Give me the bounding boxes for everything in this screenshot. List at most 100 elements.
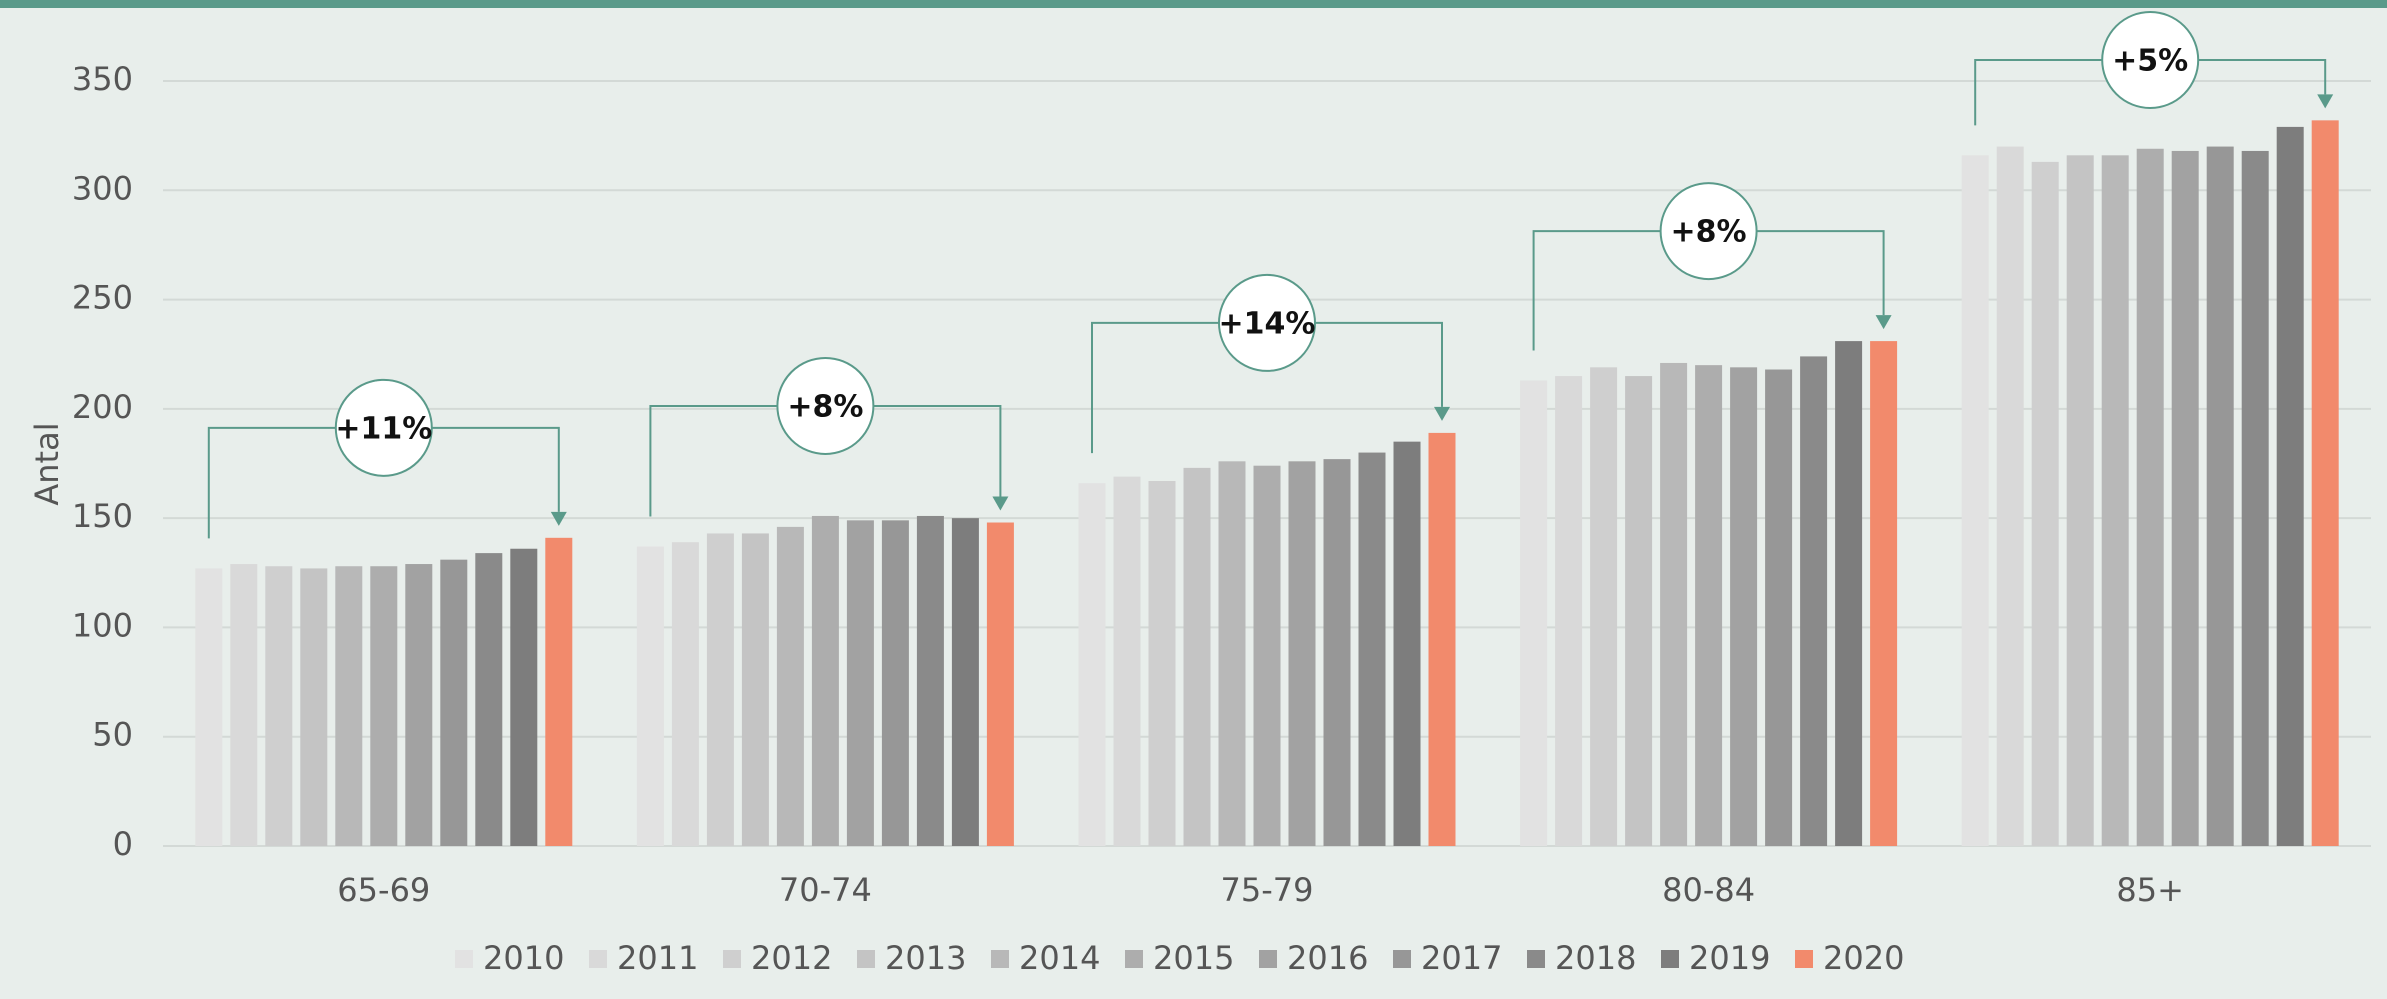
bar <box>230 564 258 846</box>
bar <box>2206 146 2234 847</box>
annotation-label: +8% <box>1671 215 1747 250</box>
bar <box>1730 367 1758 846</box>
legend-swatch <box>1393 950 1411 968</box>
y-tick-label: 100 <box>72 606 133 644</box>
bar <box>1358 452 1386 846</box>
legend-swatch <box>1795 950 1813 968</box>
annotation-circle <box>1218 273 1316 372</box>
y-tick-label: 300 <box>72 169 133 207</box>
bar <box>1961 155 1989 847</box>
bar <box>1428 432 1456 846</box>
bar <box>1800 356 1828 846</box>
bar <box>300 568 328 846</box>
bar <box>1183 467 1211 846</box>
bar <box>1288 461 1316 846</box>
x-tick-label: 80-84 <box>1662 871 1755 909</box>
bar <box>1218 461 1246 846</box>
legend-swatch <box>1259 950 1277 968</box>
bar <box>405 564 433 846</box>
legend-swatch <box>857 950 875 968</box>
bar <box>2241 150 2269 846</box>
bar <box>440 559 468 846</box>
bar <box>1393 441 1421 846</box>
bar <box>741 533 769 846</box>
bar <box>1996 146 2024 847</box>
bar <box>2276 126 2304 846</box>
y-tick-label: 350 <box>72 60 133 98</box>
y-axis-label: Antal <box>28 422 66 505</box>
annotation-circle <box>2101 11 2200 109</box>
bar <box>475 553 503 846</box>
y-tick-label: 50 <box>92 716 133 754</box>
legend-label: 2017 <box>1421 939 1502 977</box>
annotation-arrow <box>992 496 1009 511</box>
bar <box>1695 365 1723 846</box>
bar <box>1078 483 1106 846</box>
annotation-label: +14% <box>1219 306 1316 341</box>
bar <box>2031 161 2059 846</box>
bar <box>811 515 839 846</box>
bar <box>671 542 699 846</box>
bar <box>1148 480 1176 846</box>
bar <box>370 566 398 846</box>
annotation-circle <box>334 378 433 477</box>
y-tick-label: 0 <box>113 825 133 863</box>
bar <box>335 566 363 846</box>
annotation-arrow <box>1875 315 1892 330</box>
bar <box>1113 476 1141 846</box>
legend-label: 2019 <box>1689 939 1770 977</box>
annotation-label: +5% <box>2112 44 2188 79</box>
bar <box>1323 459 1351 846</box>
bar <box>2066 155 2094 847</box>
bar <box>1625 376 1653 846</box>
legend-label: 2014 <box>1019 939 1100 977</box>
x-tick-label: 85+ <box>2116 871 2184 909</box>
legend-label: 2011 <box>617 939 698 977</box>
bar <box>1520 380 1548 846</box>
legend-swatch <box>1527 950 1545 968</box>
legend-label: 2010 <box>483 939 564 977</box>
y-tick-label: 250 <box>72 279 133 317</box>
legend-label: 2015 <box>1153 939 1234 977</box>
bar <box>636 546 664 846</box>
annotation-label: +8% <box>787 389 863 424</box>
bar <box>195 568 223 846</box>
bar <box>545 537 573 846</box>
bar <box>951 518 979 846</box>
legend-label: 2013 <box>885 939 966 977</box>
x-tick-label: 70-74 <box>779 871 872 909</box>
bar <box>1660 362 1688 846</box>
bar <box>776 526 804 846</box>
bar <box>916 515 944 846</box>
bar <box>706 533 734 846</box>
legend-swatch <box>589 950 607 968</box>
y-tick-label: 150 <box>72 497 133 535</box>
annotation-label: +11% <box>335 411 432 446</box>
bar <box>846 520 874 846</box>
legend-swatch <box>1125 950 1143 968</box>
legend-swatch <box>1661 950 1679 968</box>
bar <box>1835 341 1863 846</box>
bar <box>510 548 538 846</box>
bar <box>1253 465 1281 846</box>
legend-swatch <box>455 950 473 968</box>
legend-label: 2018 <box>1555 939 1636 977</box>
bar <box>1870 341 1898 846</box>
bar <box>1590 367 1618 846</box>
y-tick-label: 200 <box>72 388 133 426</box>
x-tick-label: 75-79 <box>1221 871 1314 909</box>
annotation-arrow <box>550 511 567 526</box>
bar <box>1555 376 1583 846</box>
annotation-circle <box>776 356 875 455</box>
bar <box>2101 155 2129 847</box>
bar <box>2311 120 2339 847</box>
bar <box>986 522 1014 846</box>
bar <box>881 520 909 846</box>
legend-label: 2016 <box>1287 939 1368 977</box>
top-bar <box>0 0 2387 8</box>
bar <box>1765 369 1793 846</box>
bar <box>2171 150 2199 846</box>
annotation-arrow <box>2317 94 2334 109</box>
legend-swatch <box>723 950 741 968</box>
